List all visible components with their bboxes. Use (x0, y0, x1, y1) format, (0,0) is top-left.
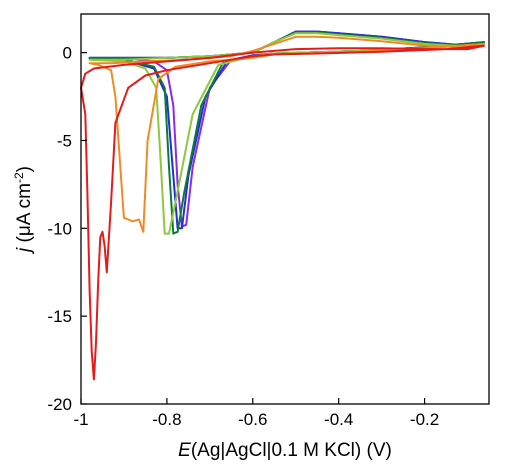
y-tick-label-0: 0 (63, 44, 72, 63)
y-axis-label-post: ) (14, 166, 35, 172)
y-axis-label-symbol: j (14, 247, 35, 255)
plot-frame (80, 13, 490, 405)
y-axis-label: j (μA cm-2) (12, 166, 35, 255)
x-tick-label-3: -0.4 (324, 410, 353, 429)
ticks-group: -1 -0.8 -0.6 -0.4 -0.2 0 -5 -10 -15 -20 (47, 44, 439, 429)
x-tick-label-0: -1 (73, 410, 88, 429)
y-tick-label-1: -5 (57, 131, 72, 150)
x-axis-label: E(Ag|AgCl|0.1 M KCl) (V) (178, 440, 392, 461)
y-tick-label-4: -20 (47, 395, 72, 414)
x-tick-label-4: -0.2 (410, 410, 439, 429)
curves-group (80, 30, 485, 381)
y-tick-label-3: -15 (47, 307, 72, 326)
y-tick-label-2: -10 (47, 219, 72, 238)
y-axis-label-pre: (μA cm (14, 183, 35, 248)
series-line-6 (80, 44, 485, 381)
y-axis-label-sup: -2 (12, 172, 26, 183)
x-axis-label-symbol: E (178, 440, 191, 461)
x-tick-label-2: -0.6 (238, 410, 267, 429)
x-tick-label-1: -0.8 (152, 410, 181, 429)
x-axis-label-rest: (Ag|AgCl|0.1 M KCl) (V) (191, 440, 392, 461)
